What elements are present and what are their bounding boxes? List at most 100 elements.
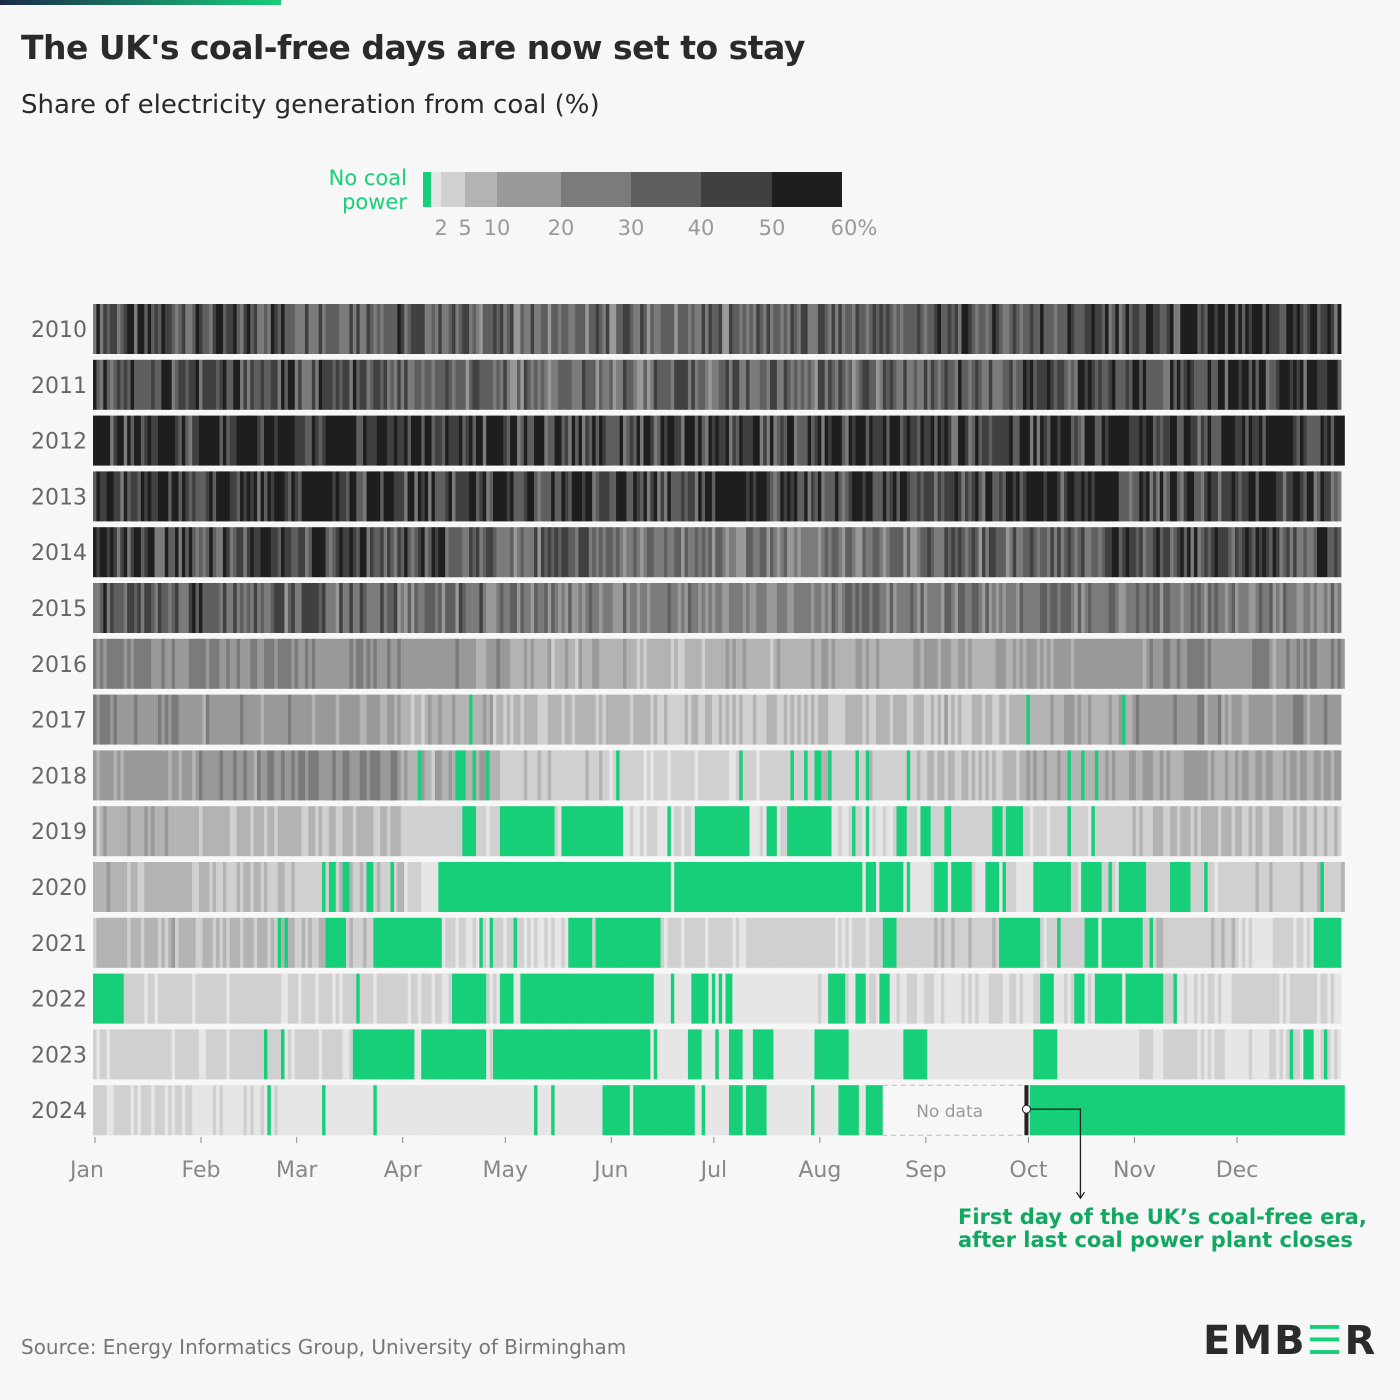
day-cell [1026,415,1031,466]
day-cell [1087,638,1092,689]
day-cell [749,1029,754,1080]
day-cell [759,471,764,522]
day-cell [1046,917,1051,968]
day-cell [814,415,819,466]
day-cell [359,304,364,354]
day-cell [558,694,562,745]
day-cell [845,862,850,912]
day-cell [216,750,220,801]
day-cell [937,917,942,968]
day-cell [568,583,573,633]
day-cell [923,527,928,578]
day-cell [116,806,121,857]
day-cell [701,638,706,689]
day-cell [332,415,337,466]
day-cell [428,471,432,522]
day-cell [400,304,405,354]
day-cell [1310,694,1315,745]
day-cell [1163,750,1168,801]
day-cell [1238,806,1243,857]
day-cell [558,750,562,801]
day-cell [657,862,661,912]
day-cell [226,415,231,466]
day-cell [951,973,956,1024]
legend-no-coal-label-2: power [342,190,407,214]
day-cell [349,862,354,912]
day-cell [328,750,333,801]
day-cell [971,304,976,354]
day-cell [335,304,340,354]
day-cell [496,415,501,466]
day-cell [1125,638,1130,689]
day-cell [776,862,781,912]
day-cell [455,750,460,801]
day-cell [434,694,439,745]
day-cell [1122,527,1126,578]
day-cell [640,973,644,1024]
chart-title: The UK's coal-free days are now set to s… [21,28,805,67]
day-cell [410,415,415,466]
day-cell [513,694,518,745]
day-cell [1139,694,1144,745]
day-cell [694,471,699,522]
day-cell [493,415,497,466]
day-cell [1241,638,1246,689]
day-cell [284,359,289,410]
day-cell [817,973,822,1024]
day-cell [773,750,778,801]
day-cell [137,806,142,857]
day-cell [811,471,815,522]
day-cell [1197,527,1202,578]
day-cell [318,750,323,801]
day-cell [383,471,388,522]
day-cell [640,1029,644,1080]
day-cell [899,862,904,912]
day-cell [137,415,142,466]
day-cell [116,862,121,912]
day-cell [718,1029,723,1080]
day-cell [934,806,938,857]
day-cell [1084,694,1089,745]
day-cell [349,471,354,522]
day-cell [1306,917,1311,968]
day-cell [335,694,340,745]
day-cell [992,638,997,689]
day-cell [1214,750,1219,801]
day-cell [1279,583,1284,633]
day-cell [123,1029,128,1080]
day-cell [1057,471,1062,522]
day-cell [1094,527,1099,578]
day-cell [1289,304,1294,354]
day-cell [544,862,549,912]
day-cell [1074,527,1079,578]
day-cell [694,583,699,633]
day-cell [575,527,579,578]
day-cell [691,359,696,410]
day-cell [701,583,706,633]
day-cell [1337,527,1342,578]
day-cell [253,583,258,633]
day-cell [633,750,638,801]
day-cell [198,304,203,354]
day-cell [373,694,378,745]
day-cell [1023,583,1027,633]
day-cell [209,471,214,522]
day-cell [783,917,788,968]
day-cell [1074,638,1079,689]
legend-swatch [441,172,465,207]
day-cell [739,471,744,522]
day-cell [1214,973,1219,1024]
day-cell [674,917,679,968]
day-cell [260,973,265,1024]
day-cell [493,862,497,912]
day-cell [106,471,111,522]
day-cell [913,917,918,968]
day-cell [1193,304,1198,354]
year-label: 2022 [31,988,87,1013]
day-cell [233,806,238,857]
day-cell [824,694,829,745]
day-cell [506,638,511,689]
day-cell [1108,862,1113,912]
day-cell [1077,973,1082,1024]
day-cell [346,917,350,968]
